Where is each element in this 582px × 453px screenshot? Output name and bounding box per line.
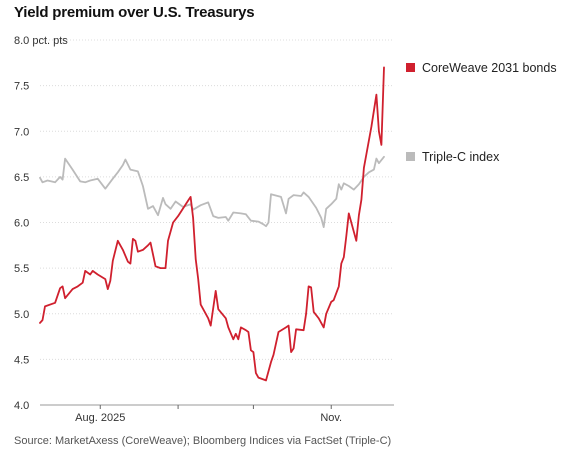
legend-label-1: Triple-C index [422, 150, 500, 164]
legend-swatch-0 [406, 63, 415, 72]
legend-swatch-1 [406, 152, 415, 161]
x-axis: Aug. 2025 Nov. [40, 404, 394, 424]
y-tick-label: 6.0 [14, 218, 29, 230]
y-tick-label: 7.5 [14, 81, 29, 93]
y-axis-tick-labels: 4.0 4.5 5.0 5.5 6.0 6.5 7.0 7.5 8.0 pct. pts [14, 35, 68, 412]
series-line-1 [39, 155, 385, 228]
legend-label-0: CoreWeave 2031 bonds [422, 61, 557, 75]
y-tick-label: 4.5 [14, 354, 29, 366]
series-line-0 [39, 66, 385, 382]
gridlines [40, 39, 394, 360]
x-tick-label: Aug. 2025 [75, 412, 125, 424]
chart-title: Yield premium over U.S. Treasurys [14, 4, 255, 21]
chart-source-note: Source: MarketAxess (CoreWeave); Bloombe… [14, 435, 392, 447]
y-tick-label: 5.0 [14, 309, 29, 321]
y-tick-label: 6.5 [14, 172, 29, 184]
y-tick-label: 4.0 [14, 400, 29, 412]
y-tick-label: 7.0 [14, 126, 29, 138]
y-tick-label: 5.5 [14, 263, 29, 275]
x-tick-label: Nov. [320, 412, 342, 424]
legend: CoreWeave 2031 bonds Triple-C index [406, 61, 557, 164]
y-tick-label: 8.0 pct. pts [14, 35, 68, 47]
series-lines [39, 66, 385, 382]
